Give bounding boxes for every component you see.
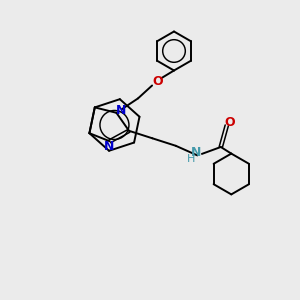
- Text: O: O: [224, 116, 235, 129]
- Text: H: H: [187, 154, 195, 164]
- Text: N: N: [116, 104, 126, 118]
- Text: N: N: [104, 140, 114, 153]
- Text: O: O: [152, 75, 163, 88]
- Text: N: N: [191, 146, 201, 159]
